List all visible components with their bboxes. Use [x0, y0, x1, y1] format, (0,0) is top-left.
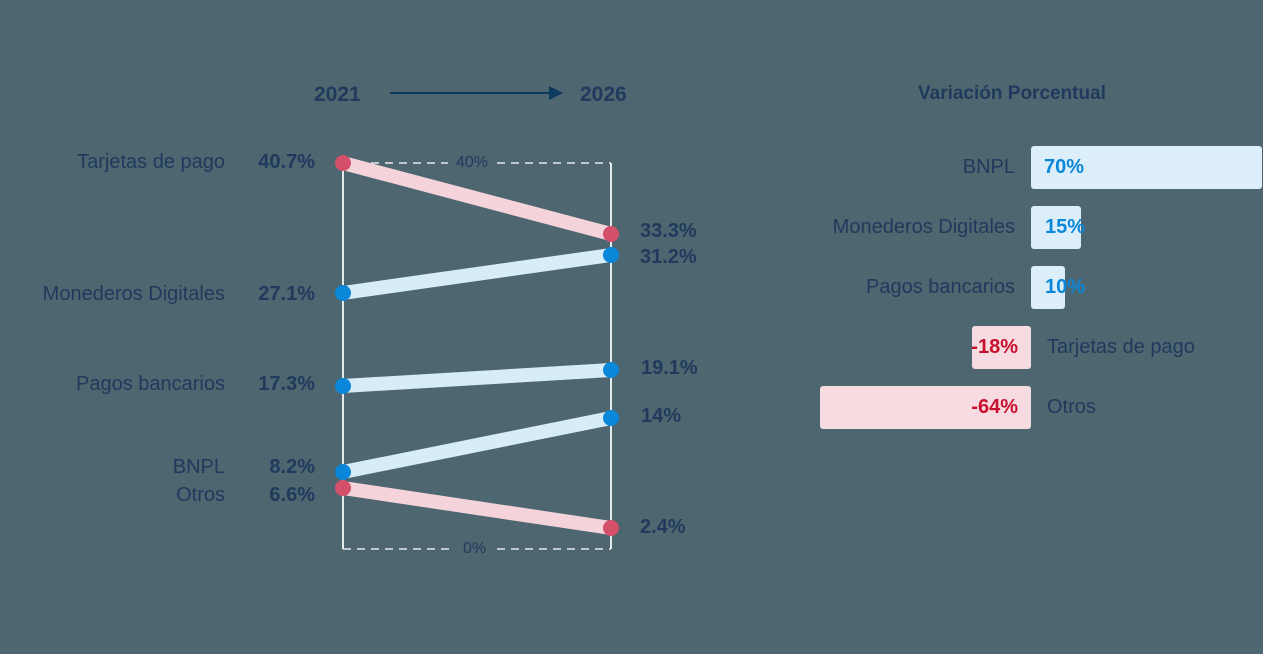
- value-2021-otros: 6.6%: [269, 484, 315, 506]
- slope-label-bnpl: BNPL: [172, 456, 225, 478]
- arrow-right-icon: [390, 86, 563, 100]
- bar-value-bnpl: 70%: [1044, 156, 1085, 178]
- bar-label-monederos: Monederos Digitales: [832, 216, 1015, 238]
- bar-bnpl: [1031, 146, 1262, 189]
- bar-pagos: [1031, 266, 1065, 309]
- slope-label-tarjetas: Tarjetas de pago: [77, 151, 225, 173]
- axis-label-40: 40%: [448, 154, 497, 172]
- variation-title: Variación Porcentual: [918, 83, 1106, 104]
- value-2021-pagos: 17.3%: [258, 373, 315, 395]
- bar-value-otros: -64%: [971, 396, 1018, 418]
- slope-label-monederos: Monederos Digitales: [42, 283, 225, 305]
- value-2021-bnpl: 8.2%: [269, 456, 315, 478]
- slope-label-pagos: Pagos bancarios: [76, 373, 225, 395]
- value-2026-bnpl: 14%: [641, 405, 682, 427]
- bar-monederos: [1031, 206, 1081, 249]
- year-end-label: 2026: [580, 83, 627, 106]
- year-start-label: 2021: [314, 83, 361, 106]
- value-2026-monederos: 31.2%: [640, 246, 697, 268]
- slope-line-otros: [341, 481, 613, 535]
- bar-label-pagos: Pagos bancarios: [866, 276, 1015, 298]
- slope-line-monederos: [342, 248, 612, 300]
- bar-label-bnpl: BNPL: [962, 156, 1015, 178]
- bar-label-otros: Otros: [1047, 396, 1096, 418]
- slope-label-otros: Otros: [176, 484, 225, 506]
- bar-value-pagos: 10%: [1045, 276, 1086, 298]
- value-2026-tarjetas: 33.3%: [640, 220, 697, 242]
- bar-label-tarjetas: Tarjetas de pago: [1047, 336, 1195, 358]
- bar-value-tarjetas: -18%: [971, 336, 1018, 358]
- axis-label-0: 0%: [455, 540, 495, 558]
- value-2026-pagos: 19.1%: [641, 357, 698, 379]
- value-2021-monederos: 27.1%: [258, 283, 315, 305]
- value-2021-tarjetas: 40.7%: [258, 151, 315, 173]
- slope-line-bnpl: [341, 411, 613, 479]
- value-2026-otros: 2.4%: [640, 516, 686, 538]
- bar-tarjetas: [972, 326, 1031, 369]
- slope-line-pagos: [342, 363, 612, 393]
- bar-value-monederos: 15%: [1045, 216, 1086, 238]
- bar-otros: [820, 386, 1031, 429]
- slope-line-tarjetas: [341, 156, 613, 241]
